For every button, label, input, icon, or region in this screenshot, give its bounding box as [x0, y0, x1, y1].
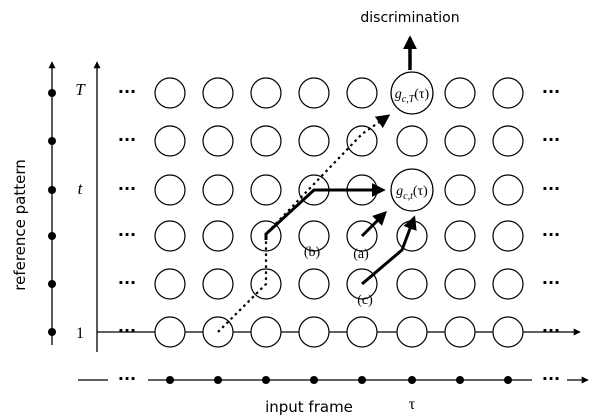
path-label-a: (a): [353, 247, 369, 262]
lattice-node: [298, 77, 330, 109]
y-tick-mid: t: [78, 179, 84, 198]
path-label-c: (c): [357, 293, 373, 308]
lattice-node: [298, 125, 330, 157]
ellipsis-mark: ···: [118, 82, 136, 101]
reference-dots: [48, 89, 56, 336]
input-frame-dot: [408, 376, 416, 384]
lattice-node: [492, 220, 524, 252]
y-tick-top: T: [75, 80, 86, 99]
path-c-arrow: [361, 215, 417, 286]
lattice-node: [250, 77, 282, 109]
lattice-node: [298, 316, 330, 348]
lattice-node: [250, 174, 282, 206]
lattice-node: [444, 316, 476, 348]
lattice-node: [346, 77, 378, 109]
ellipsis-mark: ···: [118, 369, 136, 388]
lattice-node: [492, 125, 524, 157]
reference-dot: [48, 137, 56, 145]
x-axis-label: input frame: [265, 398, 353, 416]
lattice-node: [154, 268, 186, 300]
input-frame-dot: [214, 376, 222, 384]
reference-dot: [48, 232, 56, 240]
path-label-b: (b): [304, 245, 321, 260]
input-frame-dot: [310, 376, 318, 384]
ellipsis-mark: ···: [542, 130, 560, 149]
path-a-arrow: [360, 211, 387, 238]
lattice-node: [154, 174, 186, 206]
y-axis-label: reference pattern: [11, 159, 29, 291]
ellipsis-mark: ···: [118, 179, 136, 198]
lattice-node: [250, 125, 282, 157]
lattice-node: [202, 125, 234, 157]
lattice-node: [202, 220, 234, 252]
lattice-node: [298, 220, 330, 252]
ellipsis-mark: ···: [542, 273, 560, 292]
lattice-node: [444, 77, 476, 109]
lattice-grid: [154, 77, 524, 348]
lattice-node: [202, 77, 234, 109]
lattice-node: [444, 220, 476, 252]
lattice-node: [492, 77, 524, 109]
ellipsis-mark: ···: [118, 225, 136, 244]
lattice-node: [346, 125, 378, 157]
node-gct-current-circle: [390, 168, 434, 212]
path-b-arrow: [264, 183, 386, 240]
lattice-node: [154, 125, 186, 157]
node-gct-label: gc,T(τ): [395, 87, 430, 105]
lattice-node: [444, 174, 476, 206]
ellipsis-mark: ···: [542, 179, 560, 198]
node-gct-current-label: gc,t(τ): [396, 184, 428, 202]
ellipsis-mark: ···: [118, 130, 136, 149]
lattice-node: [492, 316, 524, 348]
node-gct-circle: [390, 71, 434, 115]
x-axis-symbol: τ: [409, 396, 416, 413]
lattice-node: [202, 174, 234, 206]
discrimination-label: discrimination: [360, 10, 459, 26]
input-frame-dots: [166, 376, 512, 384]
lattice-node: [154, 316, 186, 348]
lattice-node: [154, 77, 186, 109]
reference-dot: [48, 280, 56, 288]
ellipsis-mark: ···: [542, 369, 560, 388]
lattice-node: [444, 125, 476, 157]
lattice-node: [492, 268, 524, 300]
lattice-node: [492, 174, 524, 206]
lattice-node: [396, 125, 428, 157]
lattice-node: [346, 316, 378, 348]
ellipsis-mark: ···: [542, 82, 560, 101]
lattice-node: [154, 220, 186, 252]
input-frame-dot: [456, 376, 464, 384]
lattice-node: [298, 268, 330, 300]
input-frame-dot: [358, 376, 366, 384]
lattice-node: [396, 316, 428, 348]
ellipsis-marks: ··· ··· ··· ··· ··· ··· ··· ··· ··· ··· ··· ··· ··· ·…: [118, 82, 560, 388]
reference-dot: [48, 328, 56, 336]
reference-dot: [48, 89, 56, 97]
y-tick-bottom: 1: [76, 325, 84, 342]
lattice-node: [396, 268, 428, 300]
lattice-node: [202, 268, 234, 300]
reference-dot: [48, 186, 56, 194]
ellipsis-mark: ···: [542, 321, 560, 340]
lattice-node: [250, 316, 282, 348]
ellipsis-mark: ···: [118, 273, 136, 292]
input-frame-dot: [504, 376, 512, 384]
ellipsis-mark: ···: [118, 321, 136, 340]
ellipsis-mark: ···: [542, 225, 560, 244]
input-frame-dot: [166, 376, 174, 384]
input-frame-dot: [262, 376, 270, 384]
lattice-node: [444, 268, 476, 300]
